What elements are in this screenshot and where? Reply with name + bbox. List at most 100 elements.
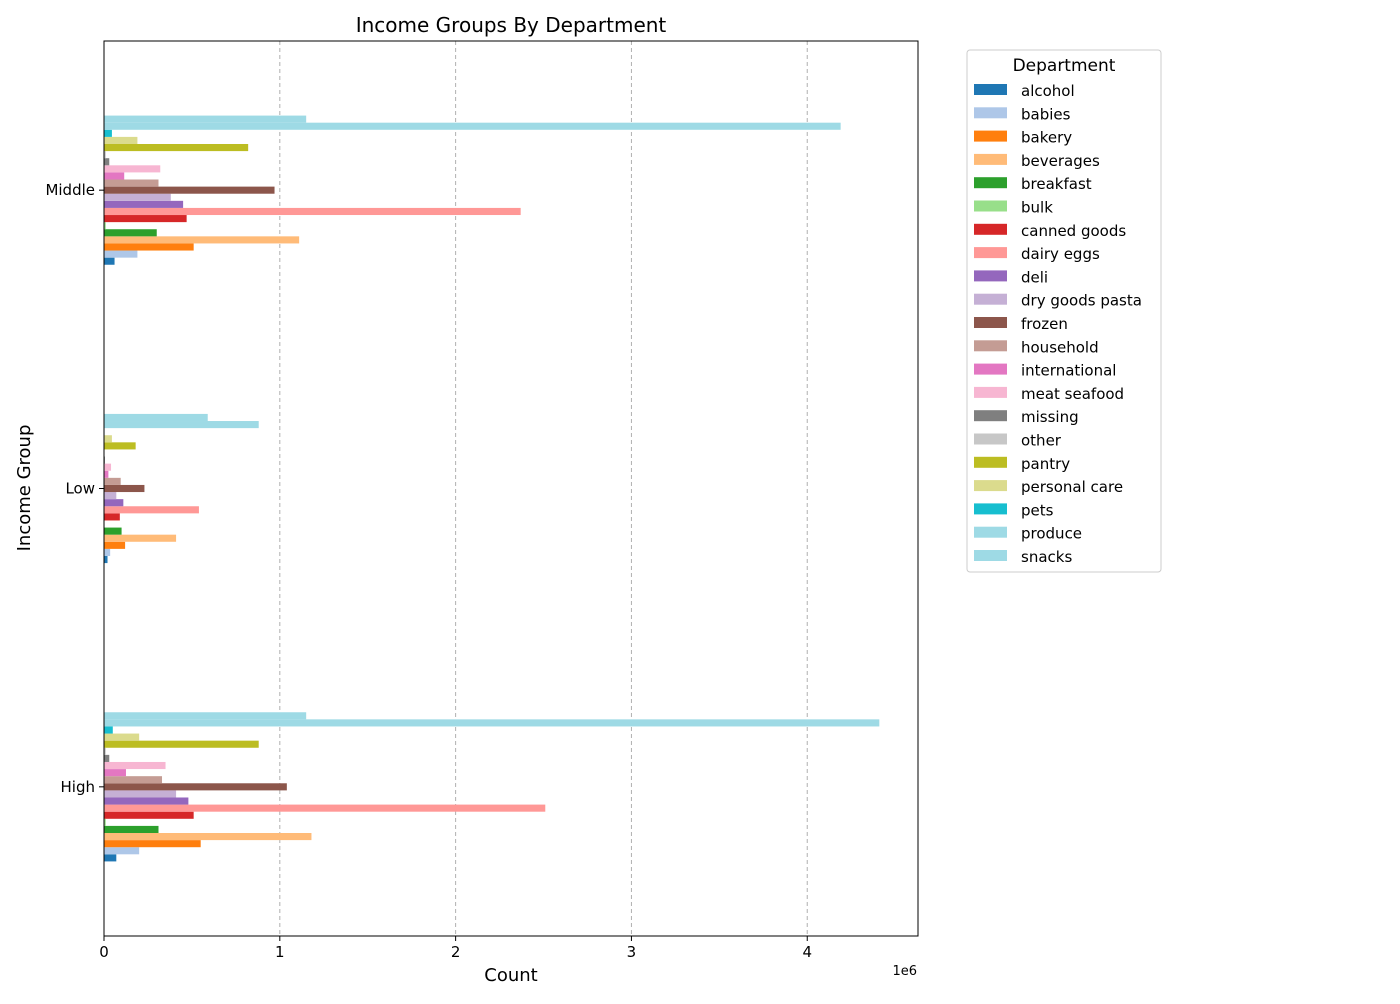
legend-swatch (974, 293, 1007, 305)
bar-frozen-high (104, 783, 287, 791)
legend-label: babies (1021, 105, 1071, 123)
legend-label: household (1021, 338, 1099, 356)
bar-beverages-middle (104, 236, 300, 244)
bar-international-low (104, 470, 109, 478)
bar-international-high (104, 769, 126, 777)
bar-frozen-low (104, 484, 145, 493)
bar-bakery-middle (104, 243, 194, 251)
legend-swatch (974, 526, 1007, 538)
bar-canned-goods-middle (104, 215, 187, 223)
plot-frame (103, 40, 919, 937)
x-tick-label: 1 (275, 943, 285, 961)
legend-label: pets (1021, 501, 1054, 519)
bar-pantry-high (104, 740, 259, 748)
bar-household-low (104, 477, 121, 485)
legend-label: personal care (1021, 478, 1123, 496)
legend-title: Department (1013, 56, 1116, 76)
bar-beverages-high (104, 833, 312, 841)
legend-swatch (974, 363, 1007, 375)
legend-swatch (974, 247, 1007, 259)
y-tick-label: High (61, 778, 95, 796)
bar-pantry-middle (104, 143, 249, 152)
legend-swatch (974, 503, 1007, 515)
legend-label: meat seafood (1021, 385, 1124, 403)
y-tick-label: Middle (45, 181, 95, 199)
legend-label: dry goods pasta (1021, 292, 1142, 310)
bar-bulk-high (104, 818, 106, 826)
bar-international-middle (104, 172, 125, 180)
bar-alcohol-high (104, 854, 117, 862)
x-offset-label: 1e6 (892, 964, 917, 979)
bar-snacks-high (104, 712, 307, 720)
legend-swatch (974, 340, 1007, 352)
x-axis-label: Count (484, 965, 537, 986)
bar-bakery-low (104, 541, 126, 549)
legend-label: bakery (1021, 129, 1072, 147)
bar-canned-goods-high (104, 811, 194, 819)
bar-deli-low (104, 499, 124, 507)
bar-alcohol-low (104, 555, 108, 564)
legend-swatch (974, 433, 1007, 445)
legend-swatch (974, 386, 1007, 398)
x-tick-label: 3 (627, 943, 637, 961)
bar-canned-goods-low (104, 513, 120, 521)
legend-swatch (974, 317, 1007, 328)
bar-dry-goods-pasta-low (104, 492, 117, 500)
legend-swatch (974, 480, 1007, 492)
bar-snacks-low (104, 413, 208, 422)
legend: Department alcohol babies bakery beverages b… (966, 49, 1162, 573)
bar-snacks-middle (104, 115, 307, 123)
legend-label: canned goods (1021, 222, 1126, 240)
bar-babies-low (104, 548, 111, 556)
legend-label: dairy eggs (1021, 245, 1100, 263)
legend-label: other (1021, 432, 1062, 450)
bar-babies-high (104, 847, 140, 855)
bar-dairy-eggs-middle (104, 207, 521, 216)
legend-swatch (974, 130, 1007, 142)
bar-meat-seafood-high (104, 761, 166, 770)
legend-swatch (974, 200, 1007, 212)
bar-household-high (104, 776, 163, 784)
bar-dry-goods-pasta-middle (104, 193, 171, 201)
bar-breakfast-middle (104, 229, 157, 237)
bar-pets-high (104, 726, 113, 734)
legend-label: alcohol (1021, 82, 1075, 100)
legend-label: breakfast (1021, 175, 1092, 193)
bar-frozen-middle (104, 186, 275, 194)
bar-pantry-low (104, 442, 136, 450)
bar-meat-seafood-low (104, 463, 112, 471)
bar-dry-goods-pasta-high (104, 790, 177, 798)
bar-dairy-eggs-low (104, 506, 199, 514)
bar-breakfast-low (104, 527, 122, 535)
legend-swatch (974, 223, 1007, 235)
bar-meat-seafood-middle (104, 165, 161, 173)
y-tick-label: Low (65, 480, 95, 498)
ticks-layer: 0 1 2 3 4 High Low Middle (45, 181, 812, 961)
bar-personal-care-high (104, 733, 140, 741)
bar-bakery-high (104, 840, 201, 848)
x-tick-label: 2 (451, 943, 461, 961)
legend-swatch (974, 550, 1007, 561)
bars-layer (104, 115, 880, 862)
bar-other-middle (104, 151, 106, 159)
legend-label: snacks (1021, 548, 1072, 566)
bar-deli-middle (104, 200, 184, 208)
legend-swatch (974, 410, 1007, 422)
bar-missing-middle (104, 158, 110, 166)
legend-label: pantry (1021, 455, 1070, 473)
legend-swatch (974, 177, 1007, 189)
bar-pets-middle (104, 129, 112, 137)
legend-swatch (974, 270, 1007, 282)
bar-missing-high (104, 754, 110, 762)
legend-label: frozen (1021, 315, 1068, 333)
bar-household-middle (104, 179, 159, 187)
y-axis-label: Income Group (14, 425, 35, 552)
legend-label: beverages (1021, 152, 1100, 170)
bar-dairy-eggs-high (104, 804, 546, 812)
bar-produce-high (104, 719, 880, 727)
bar-personal-care-middle (104, 136, 138, 144)
grid-layer (279, 41, 808, 936)
bar-breakfast-high (104, 825, 159, 834)
